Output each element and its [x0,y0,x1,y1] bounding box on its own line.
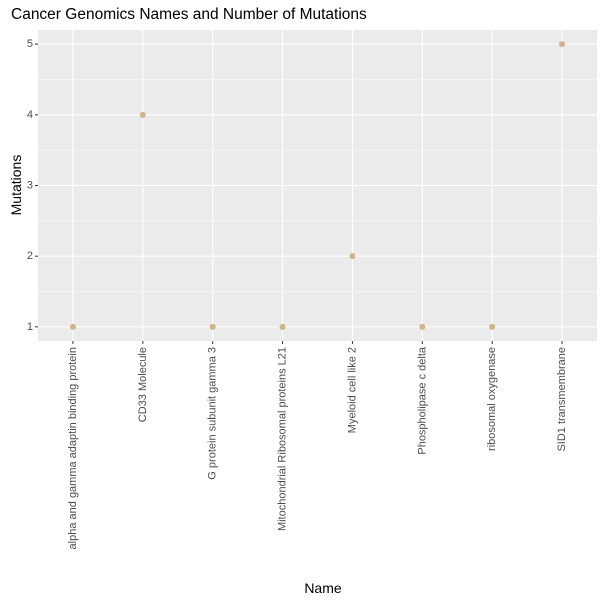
x-tick-label: alpha and gamma adaptin binding protein [67,347,79,549]
data-point [419,323,426,330]
y-tick-label: 3 [27,180,33,192]
y-tick-label: 1 [27,321,33,333]
data-point [349,253,356,260]
y-tick-label: 2 [27,250,33,262]
major-gridlines [38,30,597,341]
x-tick-label: Mitochondrial Ribosomal proteins L21 [277,347,289,531]
data-point [139,111,146,118]
data-point [209,323,216,330]
data-points [69,41,566,330]
data-point [69,323,76,330]
x-tick-label: ribosomal oxygenase [486,347,498,451]
x-tick-label: Phospholipase c delta [416,346,428,455]
data-point [279,323,286,330]
data-point [489,323,496,330]
minor-gridlines [38,79,597,292]
x-axis-title: Name [304,580,342,596]
x-tick-label: G protein subunit gamma 3 [207,347,219,480]
x-axis: alpha and gamma adaptin binding protein C… [67,341,568,549]
y-axis: 1 2 3 4 5 [27,38,38,333]
y-tick-label: 5 [27,38,33,50]
x-tick-label: Myeloid cell like 2 [346,347,358,433]
x-tick-label: CD33 Molecule [137,347,149,422]
y-tick-label: 4 [27,109,33,121]
y-axis-title: Mutations [8,154,24,216]
chart-title: Cancer Genomics Names and Number of Muta… [11,6,367,23]
data-point [559,41,566,48]
x-tick-label: SID1 transmembrane [556,347,568,452]
